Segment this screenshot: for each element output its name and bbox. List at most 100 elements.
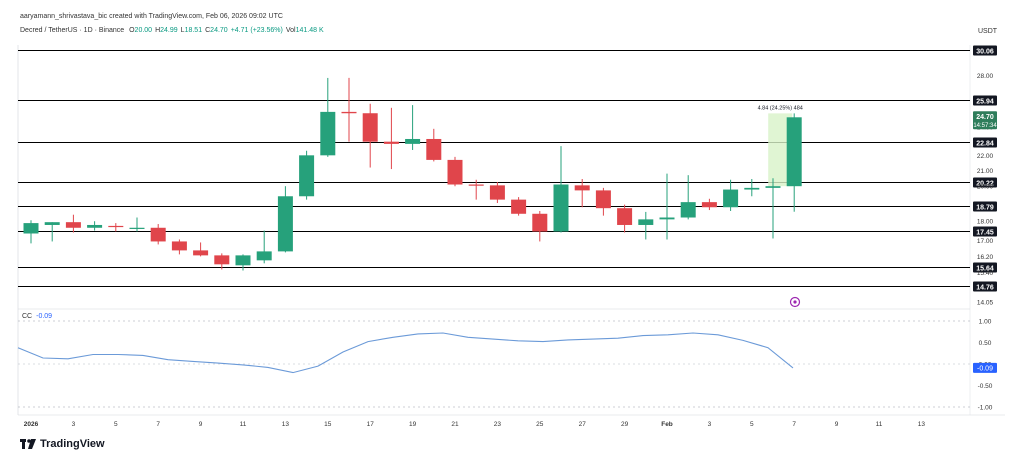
candle-body [87, 224, 103, 228]
time-tick-label: 19 [409, 421, 417, 428]
ohlc-item: L18.51 [181, 27, 202, 34]
time-tick-label: 5 [114, 421, 118, 428]
candle-body [574, 185, 590, 191]
candle-body [595, 190, 611, 209]
time-tick-label: 29 [621, 421, 629, 428]
price-tick-label: 16.20 [977, 254, 994, 261]
candle-body [638, 219, 654, 225]
candle-body [277, 196, 293, 252]
candle-body [553, 184, 569, 232]
time-tick-label: 9 [835, 421, 839, 428]
ohlc-value: 20.00 [134, 27, 153, 34]
cc-value-bg [973, 362, 997, 373]
level-label: 18.79 [976, 205, 994, 212]
time-tick-label: 13 [918, 421, 926, 428]
cc-line [17, 332, 794, 374]
time-tick-label: 2026 [24, 421, 39, 428]
ohlc-item: C24.70 [205, 27, 228, 34]
tradingview-logo: TradingView [20, 438, 105, 450]
level-label-bg [973, 177, 997, 188]
time-tick-label: 5 [750, 421, 754, 428]
candle-body [511, 199, 527, 214]
level-label: 30.06 [976, 49, 994, 56]
time-tick-label: 3 [72, 421, 76, 428]
time-tick-label: 3 [708, 421, 712, 428]
price-tick-label: 17.00 [977, 238, 994, 245]
candle-body [108, 225, 124, 228]
ohlc-label: H [155, 27, 161, 34]
candle-body [214, 255, 230, 265]
candle-body [744, 187, 760, 190]
time-axis[interactable]: 2026 3 5 7 9 11 13 15 17 19 21 23 25 27 29 Feb 3 5 7 9 11 13 [24, 421, 926, 428]
candle-body [723, 189, 739, 208]
level-label-bg [973, 226, 997, 237]
candle-body [659, 217, 675, 220]
ohlc-item: O20.00 [129, 27, 152, 34]
candle-body [150, 227, 166, 242]
countdown-label: 14:57:34 [973, 123, 997, 129]
time-tick-label: 25 [536, 421, 544, 428]
last-price-label: 24.70 [976, 114, 994, 121]
candle-body [426, 138, 442, 160]
ohlc-value: 141.48 K [295, 27, 324, 34]
time-tick-label: 17 [367, 421, 375, 428]
level-label-bg [973, 262, 997, 273]
cc-tick-label: 1.00 [979, 319, 992, 326]
ohlc-label: Vol [285, 27, 296, 34]
candle-body [701, 202, 717, 208]
ohlc-label: L [180, 27, 185, 34]
ohlc-value: 24.70 [210, 27, 228, 34]
time-tick-label: 27 [579, 421, 587, 428]
candle-body [617, 208, 633, 225]
ohlc-item: H24.99 [155, 27, 178, 34]
cc-tick-label: -0.50 [978, 383, 993, 390]
tradingview-logo-icon [20, 439, 36, 449]
ohlc-value: +4.71 (+23.56%) [230, 27, 283, 34]
measure-label: 4.84 (24.25%) 484 [758, 105, 803, 111]
symbol-legend: Decred / TetherUS · 1D · Binance O20.00 H… [20, 27, 324, 34]
level-lines [18, 50, 970, 287]
candle-body [383, 141, 399, 144]
cc-pane: 1.000.500.00-0.50-1.00-0.09 [17, 319, 997, 412]
time-tick-label: 21 [451, 421, 459, 428]
level-label-bg [973, 95, 997, 106]
level-label-bg [973, 45, 997, 56]
price-axis[interactable]: 30.06 25.94 22.84 20.22 18.79 17.45 15.64 14.76… [973, 45, 997, 307]
indicator-legend: CC -0.09 [22, 313, 52, 320]
price-tick-label: 15.40 [977, 270, 994, 277]
level-label: 22.84 [976, 141, 994, 148]
level-label: 14.76 [976, 285, 994, 292]
cc-tick-label: -1.00 [978, 405, 993, 412]
candle-body [765, 186, 781, 188]
candle-body [256, 251, 272, 261]
candle-body [341, 111, 357, 114]
candles [23, 77, 802, 271]
price-tick-label: 28.00 [977, 73, 994, 80]
time-tick-label: 11 [240, 421, 247, 428]
candle-body [320, 111, 336, 156]
ohlc-values: O20.00 H24.99 L18.51 C24.70 +4.71 (+23.56%) V… [126, 27, 324, 34]
alert-icon[interactable] [789, 296, 801, 308]
candle-body [489, 185, 505, 200]
indicator-value: -0.09 [36, 313, 53, 320]
price-tick-label: 21.00 [977, 168, 994, 175]
cc-tick-label: 0.50 [979, 340, 992, 347]
candle-body [362, 113, 378, 142]
price-tick-label: 18.00 [977, 219, 994, 226]
ohlc-value: 24.99 [160, 27, 178, 34]
candle-body [65, 222, 81, 228]
grid [17, 45, 1005, 416]
cc-value-label: -0.09 [977, 365, 993, 372]
candle-body [23, 223, 39, 234]
price-tick-label: 22.00 [977, 153, 994, 160]
ohlc-value: 18.51 [184, 27, 203, 34]
ohlc-label: C [205, 27, 211, 34]
candle-body [235, 255, 251, 266]
time-tick-label: 9 [199, 421, 203, 428]
author-line: aaryamann_shrivastava_bic created with T… [20, 13, 283, 20]
candle-body [129, 227, 145, 229]
time-tick-label: 13 [282, 421, 290, 428]
level-label: 25.94 [976, 99, 994, 106]
ohlc-item: +4.71 (+23.56%) [231, 27, 283, 34]
